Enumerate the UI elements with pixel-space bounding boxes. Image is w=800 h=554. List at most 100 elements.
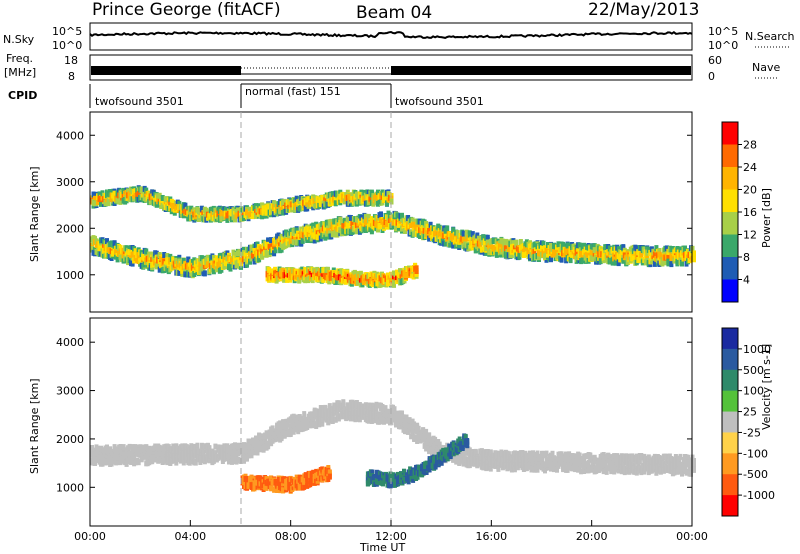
range-cell xyxy=(264,249,269,256)
range-cell xyxy=(327,278,332,285)
range-cell xyxy=(90,445,94,451)
range-cell xyxy=(374,405,379,411)
range-cell xyxy=(133,248,138,255)
range-cell xyxy=(202,270,207,277)
range-cell xyxy=(198,455,203,462)
nsky-tick-high: 10^5 xyxy=(52,25,82,38)
range-cell xyxy=(428,231,433,238)
nsky-trace xyxy=(89,30,693,39)
range-cell xyxy=(484,249,489,256)
range-cell xyxy=(130,260,135,267)
range-cell xyxy=(320,195,325,201)
range-cell xyxy=(192,449,197,456)
freq-panel: Freq. [MHz] 18 8 60 0 Nave xyxy=(4,52,780,83)
range-cell xyxy=(199,205,204,212)
range-cell xyxy=(664,245,669,252)
range-cell xyxy=(576,245,581,252)
range-cell xyxy=(343,278,348,285)
range-cell xyxy=(457,458,462,465)
range-cell xyxy=(333,416,338,423)
range-cell xyxy=(537,254,541,261)
range-cell xyxy=(377,418,382,425)
range-cell xyxy=(537,246,541,252)
range-cell xyxy=(339,219,344,225)
range-cell xyxy=(357,218,362,225)
range-cell xyxy=(237,250,242,257)
range-cell xyxy=(201,449,206,456)
range-cell xyxy=(496,465,501,472)
range-cell xyxy=(245,261,249,268)
range-cell xyxy=(147,452,152,459)
range-cell xyxy=(409,424,414,431)
range-cell xyxy=(181,257,186,264)
range-cell xyxy=(378,281,383,288)
colorbar-swatch xyxy=(722,189,738,213)
range-cell xyxy=(437,441,442,448)
range-cell xyxy=(415,438,420,444)
colorbar-tick-label: 4 xyxy=(743,274,750,287)
range-cell xyxy=(180,267,185,274)
range-cell xyxy=(242,215,246,221)
range-cell xyxy=(421,224,426,231)
range-cell xyxy=(132,452,137,459)
colorbar-tick-label: 24 xyxy=(743,161,757,174)
range-cell xyxy=(549,256,553,263)
range-cell xyxy=(317,231,322,238)
range-cell xyxy=(376,189,380,196)
range-cell xyxy=(512,249,517,256)
range-cell xyxy=(97,454,102,461)
range-cell xyxy=(503,245,508,252)
range-cell xyxy=(228,453,233,460)
range-cell xyxy=(580,257,585,264)
colorbar-tick-label: 20 xyxy=(743,184,757,197)
range-cell xyxy=(342,406,347,413)
range-cell xyxy=(357,416,362,423)
range-cell xyxy=(320,420,325,427)
range-cell xyxy=(236,450,240,457)
power-colorbar-label: Power [dB] xyxy=(760,188,773,248)
range-cell xyxy=(114,248,119,255)
range-cell xyxy=(639,251,644,258)
range-cell xyxy=(678,246,683,253)
range-cell xyxy=(300,237,305,244)
range-cell xyxy=(427,235,432,242)
range-cell xyxy=(270,425,275,432)
range-cell xyxy=(692,250,696,257)
range-cell xyxy=(397,221,401,228)
range-cell xyxy=(157,266,162,273)
range-cell xyxy=(598,258,603,265)
range-cell xyxy=(213,443,218,450)
range-cell xyxy=(297,277,302,283)
range-cell xyxy=(482,238,487,245)
cpid-label: CPID xyxy=(8,89,37,102)
range-cell xyxy=(348,215,353,221)
range-cell xyxy=(386,191,391,197)
range-cell xyxy=(488,465,493,472)
range-cell xyxy=(108,244,113,251)
range-cell xyxy=(180,270,185,277)
range-cell xyxy=(424,428,429,435)
range-cell xyxy=(451,227,456,234)
range-cell xyxy=(562,243,567,250)
range-cell xyxy=(144,248,149,255)
range-cell xyxy=(190,454,195,461)
range-cell xyxy=(330,191,335,198)
range-cell xyxy=(333,200,338,207)
range-cell xyxy=(324,230,329,237)
range-cell xyxy=(400,212,404,219)
range-cell xyxy=(97,451,102,458)
range-cell xyxy=(512,245,517,252)
range-cell xyxy=(391,223,395,230)
freq-bar-seg-3 xyxy=(391,66,691,75)
freq-unit: [MHz] xyxy=(4,66,36,79)
range-cell xyxy=(323,404,328,411)
range-cell xyxy=(281,423,286,430)
range-cell xyxy=(246,452,251,459)
colorbar-tick-label: 12 xyxy=(743,229,757,242)
y-tick-label: 1000 xyxy=(56,269,84,282)
range-cell xyxy=(669,261,674,268)
range-cell xyxy=(419,228,424,235)
range-cell xyxy=(469,455,474,462)
range-cell xyxy=(315,266,320,273)
range-cell xyxy=(159,445,164,452)
